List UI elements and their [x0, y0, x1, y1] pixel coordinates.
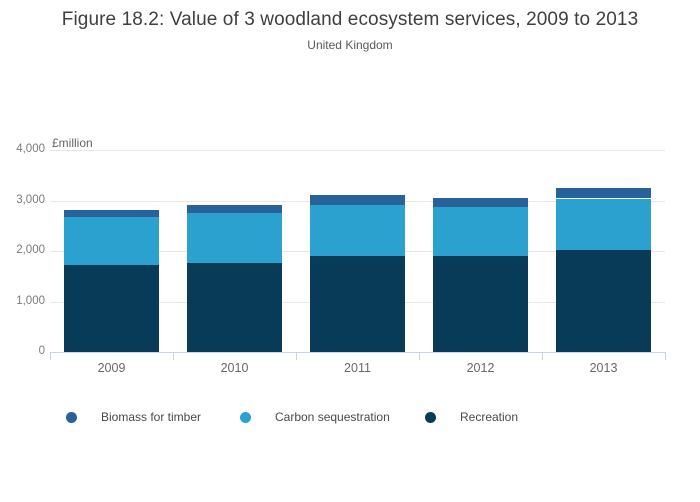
bar-segment-2012-recreation[interactable] [433, 255, 528, 352]
y-tick-label-2000: 2,000 [16, 244, 45, 256]
bar-segment-2013-carbon-sequestration[interactable] [556, 198, 651, 250]
y-tick-label-3000: 3,000 [16, 193, 45, 206]
bar-segment-2009-recreation[interactable] [64, 265, 159, 352]
x-category-label-2010: 2010 [220, 361, 249, 375]
bar-2012 [433, 150, 528, 352]
bar-segment-2011-recreation[interactable] [310, 255, 405, 352]
bar-segment-2012-biomass-for-timber[interactable] [433, 198, 528, 208]
x-axis-tick [665, 352, 666, 360]
bar-segment-2009-carbon-sequestration[interactable] [64, 217, 159, 266]
bar-segment-2011-biomass-for-timber[interactable] [310, 194, 405, 205]
x-category-label-2009: 2009 [97, 361, 126, 375]
legend-marker-dot [66, 411, 77, 423]
bar-2013 [556, 150, 651, 352]
x-category-label-2012: 2012 [466, 361, 495, 375]
bar-2010 [187, 150, 282, 352]
legend-item-recreation[interactable]: Recreation [425, 409, 518, 425]
chart-title: Figure 18.2: Value of 3 woodland ecosyst… [61, 9, 639, 30]
x-axis-tick [542, 352, 543, 360]
bar-segment-2010-biomass-for-timber[interactable] [187, 204, 282, 214]
bar-2009 [64, 150, 159, 352]
legend: Biomass for timber Carbon sequestration Re… [0, 409, 700, 425]
bar-segment-2013-recreation[interactable] [556, 250, 651, 352]
y-tick-label-4000: 4,000 [16, 143, 45, 155]
gridline-4000 [50, 150, 665, 151]
legend-item-carbon-sequestration[interactable]: Carbon sequestration [240, 409, 390, 425]
legend-marker-dot [240, 411, 251, 423]
x-axis-tick [173, 352, 174, 360]
legend-label: Recreation [460, 410, 519, 424]
bar-segment-2010-recreation[interactable] [187, 263, 282, 352]
x-category-label-2011: 2011 [344, 361, 371, 375]
x-axis-tick [296, 352, 297, 360]
legend-label: Biomass for timber [101, 410, 202, 424]
y-axis-unit-label: £million [52, 136, 93, 150]
x-axis-line [50, 352, 666, 353]
chart-subtitle: United Kingdom [307, 38, 393, 52]
bar-segment-2011-carbon-sequestration[interactable] [310, 204, 405, 256]
x-category-label-2013: 2013 [589, 361, 618, 375]
bar-segment-2010-carbon-sequestration[interactable] [187, 213, 282, 264]
bar-segment-2012-carbon-sequestration[interactable] [433, 207, 528, 256]
legend-item-biomass-for-timber[interactable]: Biomass for timber [66, 409, 201, 425]
x-axis-tick [50, 352, 51, 360]
bar-2011 [310, 150, 405, 352]
bar-segment-2013-biomass-for-timber[interactable] [556, 187, 651, 199]
y-tick-label-1000: 1,000 [16, 294, 45, 307]
plot-area [50, 150, 666, 353]
x-axis-tick [419, 352, 420, 360]
legend-label: Carbon sequestration [275, 410, 390, 424]
legend-marker-dot [425, 411, 436, 423]
bar-segment-2009-biomass-for-timber[interactable] [64, 210, 159, 218]
y-tick-label-0: 0 [38, 345, 45, 357]
